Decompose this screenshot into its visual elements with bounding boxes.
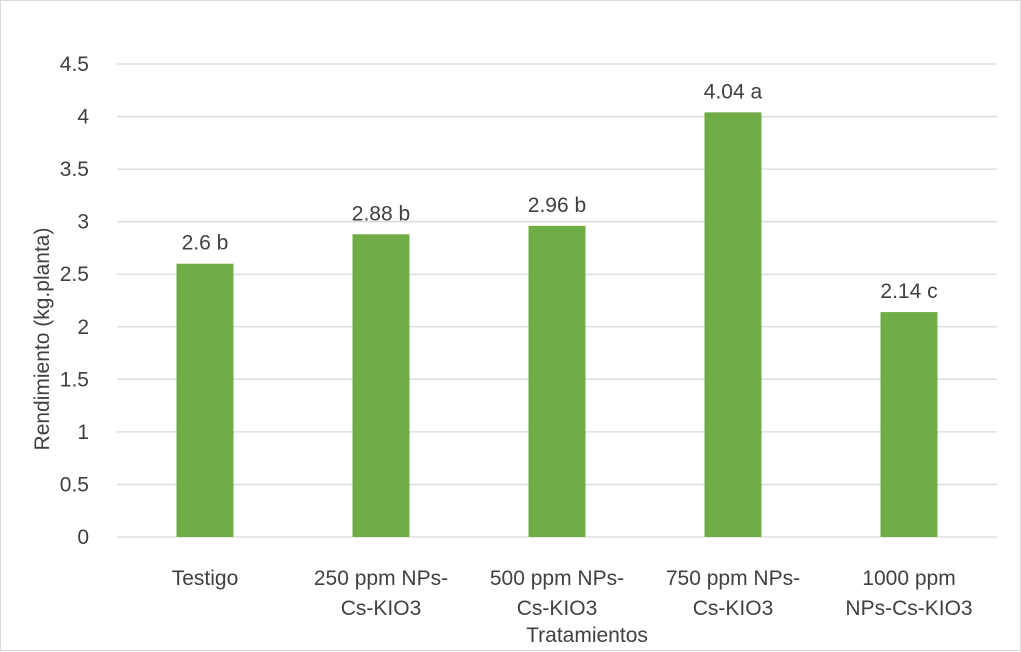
y-axis-title: Rendimiento (kg.planta)	[31, 228, 54, 451]
x-tick-label: NPs-Cs-KIO3	[845, 597, 972, 620]
bars	[176, 112, 938, 538]
y-axis-ticks: 0 0.5 1 1.5 2 2.5 3 3.5 4 4.5	[60, 53, 90, 549]
y-tick-label: 1.5	[60, 368, 89, 391]
y-tick-label: 2.5	[60, 263, 89, 286]
x-tick-label: Cs-KIO3	[693, 597, 774, 620]
x-tick-label: Cs-KIO3	[517, 597, 598, 620]
x-tick-label: 1000 ppm	[862, 567, 955, 590]
x-axis-title: Tratamientos	[526, 624, 648, 647]
y-tick-label: 4	[77, 106, 89, 129]
bar	[352, 234, 410, 537]
bar	[528, 225, 586, 538]
y-tick-label: 0	[77, 526, 89, 549]
data-label: 2.88 b	[352, 202, 410, 225]
data-label: 2.14 c	[880, 280, 937, 303]
y-tick-label: 0.5	[60, 473, 89, 496]
bar	[880, 312, 938, 537]
bar	[176, 263, 234, 537]
x-axis-ticks: Testigo 250 ppm NPs- Cs-KIO3 500 ppm NPs- Cs…	[172, 567, 973, 620]
y-tick-label: 4.5	[60, 53, 89, 76]
y-tick-label: 3	[77, 211, 89, 234]
x-tick-label: 500 ppm NPs-	[490, 567, 624, 590]
data-labels: 2.6 b 2.88 b 2.96 b 4.04 a 2.14 c	[182, 80, 938, 303]
y-tick-label: 1	[77, 421, 89, 444]
x-tick-label: Cs-KIO3	[341, 597, 422, 620]
x-tick-label: 250 ppm NPs-	[314, 567, 448, 590]
data-label: 2.6 b	[182, 232, 229, 255]
data-label: 4.04 a	[704, 80, 763, 103]
x-tick-label: Testigo	[172, 567, 239, 590]
bar	[704, 112, 762, 538]
x-tick-label: 750 ppm NPs-	[666, 567, 800, 590]
y-tick-label: 3.5	[60, 158, 89, 181]
y-tick-label: 2	[77, 316, 89, 339]
data-label: 2.96 b	[528, 194, 586, 217]
